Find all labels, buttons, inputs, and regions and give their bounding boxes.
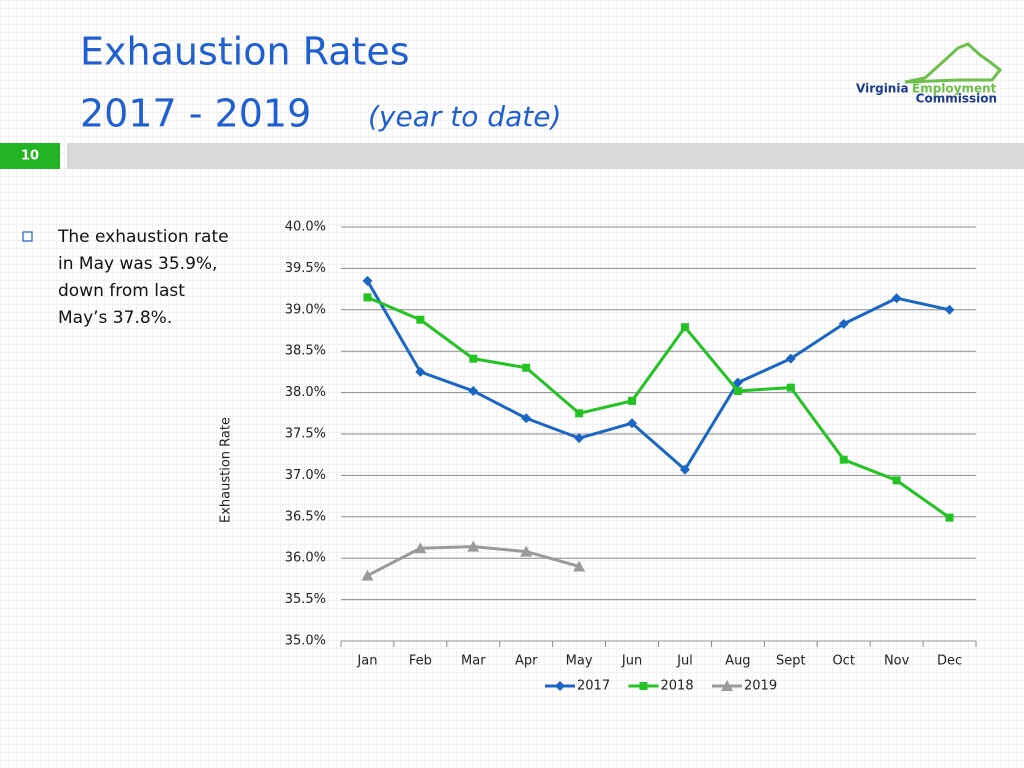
data-point bbox=[520, 545, 533, 557]
bullet-text: down from last bbox=[58, 281, 185, 301]
data-point bbox=[680, 323, 689, 332]
x-tick-label: Apr bbox=[515, 654, 538, 669]
data-point bbox=[361, 569, 374, 581]
data-point bbox=[785, 353, 796, 364]
y-tick-label: 37.0% bbox=[285, 468, 326, 483]
legend-label: 2017 bbox=[577, 679, 610, 694]
data-point bbox=[415, 366, 426, 377]
slide-subtitle: 2017 - 2019 bbox=[80, 92, 311, 136]
data-point bbox=[786, 383, 795, 392]
data-point bbox=[838, 318, 849, 329]
data-point bbox=[892, 476, 901, 485]
bullet-icon bbox=[22, 231, 33, 242]
logo-word: Virginia bbox=[856, 82, 909, 96]
legend-label: 2019 bbox=[744, 679, 777, 694]
data-point bbox=[469, 354, 478, 363]
x-tick-label: Jan bbox=[356, 654, 377, 669]
data-point bbox=[414, 542, 427, 554]
number-box bbox=[0, 143, 60, 169]
data-point bbox=[467, 540, 480, 552]
y-tick-label: 40.0% bbox=[285, 220, 326, 235]
bullet-text: The exhaustion rate bbox=[57, 227, 229, 247]
data-point bbox=[416, 315, 425, 324]
legend-label: 2018 bbox=[661, 679, 694, 694]
data-point bbox=[574, 433, 585, 444]
x-tick-label: Feb bbox=[409, 654, 432, 669]
data-point bbox=[945, 513, 954, 522]
y-tick-label: 38.5% bbox=[285, 344, 326, 359]
data-point bbox=[573, 560, 586, 572]
y-tick-label: 39.0% bbox=[285, 302, 326, 317]
x-tick-label: Aug bbox=[725, 654, 750, 669]
bullet-text: in May was 35.9%, bbox=[58, 254, 217, 274]
data-point bbox=[468, 385, 479, 396]
legend-marker bbox=[639, 682, 648, 690]
logo-shape bbox=[904, 42, 1003, 84]
x-tick-label: Jul bbox=[676, 654, 693, 669]
slide-number: 10 bbox=[21, 149, 39, 164]
y-tick-label: 39.5% bbox=[285, 261, 326, 276]
y-tick-label: 38.0% bbox=[285, 385, 326, 400]
slide-subtitle-note: (year to date) bbox=[368, 100, 561, 133]
data-point bbox=[628, 396, 637, 405]
data-point bbox=[891, 293, 902, 304]
data-point bbox=[839, 455, 848, 464]
data-point bbox=[733, 386, 742, 395]
legend-marker bbox=[721, 680, 733, 691]
data-point bbox=[679, 464, 690, 475]
series-line bbox=[366, 280, 950, 472]
y-axis-label: Exhaustion Rate bbox=[219, 417, 234, 523]
bullet-text: May’s 37.8%. bbox=[58, 308, 172, 328]
y-tick-label: 36.5% bbox=[285, 509, 326, 524]
logo-word: Employment bbox=[912, 82, 997, 96]
x-tick-label: Nov bbox=[884, 654, 910, 669]
data-point bbox=[627, 418, 638, 429]
y-tick-label: 36.0% bbox=[285, 551, 326, 566]
y-tick-label: 35.0% bbox=[285, 634, 326, 649]
y-tick-label: 37.5% bbox=[285, 427, 326, 442]
x-tick-label: Mar bbox=[461, 654, 486, 669]
data-point bbox=[522, 363, 531, 372]
header-bar bbox=[67, 143, 1024, 169]
data-point bbox=[732, 377, 743, 388]
legend-marker bbox=[555, 681, 565, 691]
data-point bbox=[363, 293, 372, 302]
data-point bbox=[521, 413, 532, 424]
data-point bbox=[575, 409, 584, 418]
x-tick-label: May bbox=[566, 654, 593, 669]
logo-word: Commission bbox=[916, 92, 997, 106]
x-tick-label: Dec bbox=[937, 654, 962, 669]
x-tick-label: Jun bbox=[621, 654, 642, 669]
data-point bbox=[362, 275, 373, 286]
y-tick-label: 35.5% bbox=[285, 592, 326, 607]
x-tick-label: Oct bbox=[832, 654, 854, 669]
x-tick-label: Sept bbox=[776, 654, 806, 669]
series-line bbox=[366, 295, 951, 519]
slide-title: Exhaustion Rates bbox=[80, 30, 410, 74]
data-point bbox=[944, 304, 955, 315]
